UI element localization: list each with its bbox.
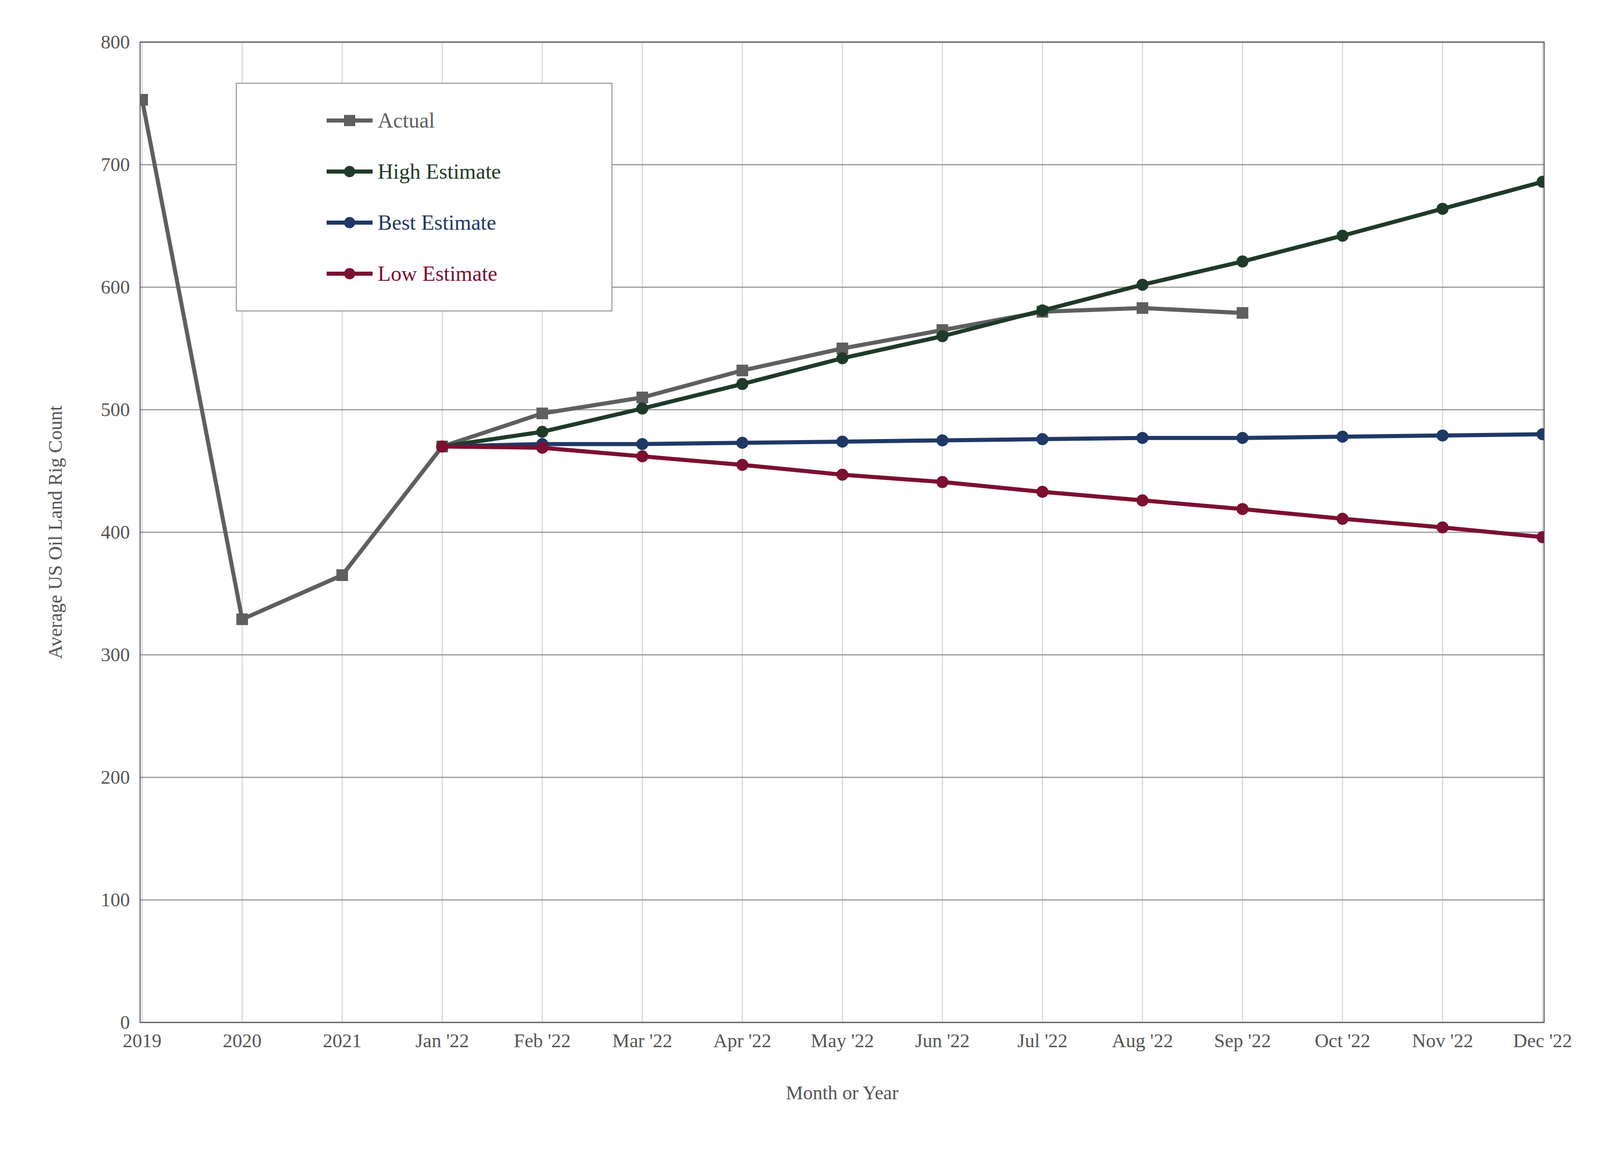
svg-text:Month or Year: Month or Year — [785, 1081, 899, 1103]
svg-text:Apr '22: Apr '22 — [713, 1029, 772, 1051]
svg-text:Jul '22: Jul '22 — [1017, 1029, 1068, 1051]
svg-text:500: 500 — [101, 398, 131, 421]
svg-text:700: 700 — [101, 153, 131, 176]
svg-text:Dec '22: Dec '22 — [1513, 1029, 1573, 1051]
svg-text:2019: 2019 — [122, 1029, 162, 1051]
svg-text:Average US Oil Land Rig Count: Average US Oil Land Rig Count — [44, 405, 66, 659]
svg-text:800: 800 — [101, 31, 131, 53]
svg-text:400: 400 — [101, 521, 131, 543]
html-text:High Estimate: High Estimate — [377, 159, 501, 184]
svg-text:Nov '22: Nov '22 — [1412, 1029, 1474, 1051]
html-text:Low Estimate: Low Estimate — [377, 261, 498, 286]
svg-text:Jun '22: Jun '22 — [915, 1029, 970, 1051]
svg-text:Aug '22: Aug '22 — [1112, 1029, 1174, 1051]
svg-text:600: 600 — [101, 276, 131, 298]
svg-text:2021: 2021 — [323, 1029, 362, 1051]
html-text:Best Estimate: Best Estimate — [377, 210, 497, 235]
svg-text:Sep '22: Sep '22 — [1214, 1029, 1271, 1051]
svg-text:300: 300 — [101, 643, 131, 666]
svg-text:Feb '22: Feb '22 — [513, 1029, 571, 1051]
svg-text:Mar '22: Mar '22 — [612, 1029, 673, 1051]
svg-text:May '22: May '22 — [810, 1029, 874, 1051]
svg-text:200: 200 — [101, 766, 131, 788]
svg-text:100: 100 — [101, 888, 131, 910]
html-text:Actual: Actual — [377, 108, 435, 133]
svg-text:2020: 2020 — [223, 1029, 262, 1051]
svg-text:Oct '22: Oct '22 — [1314, 1029, 1371, 1051]
svg-text:Jan '22: Jan '22 — [415, 1029, 470, 1051]
svg-text:0: 0 — [120, 1011, 131, 1033]
